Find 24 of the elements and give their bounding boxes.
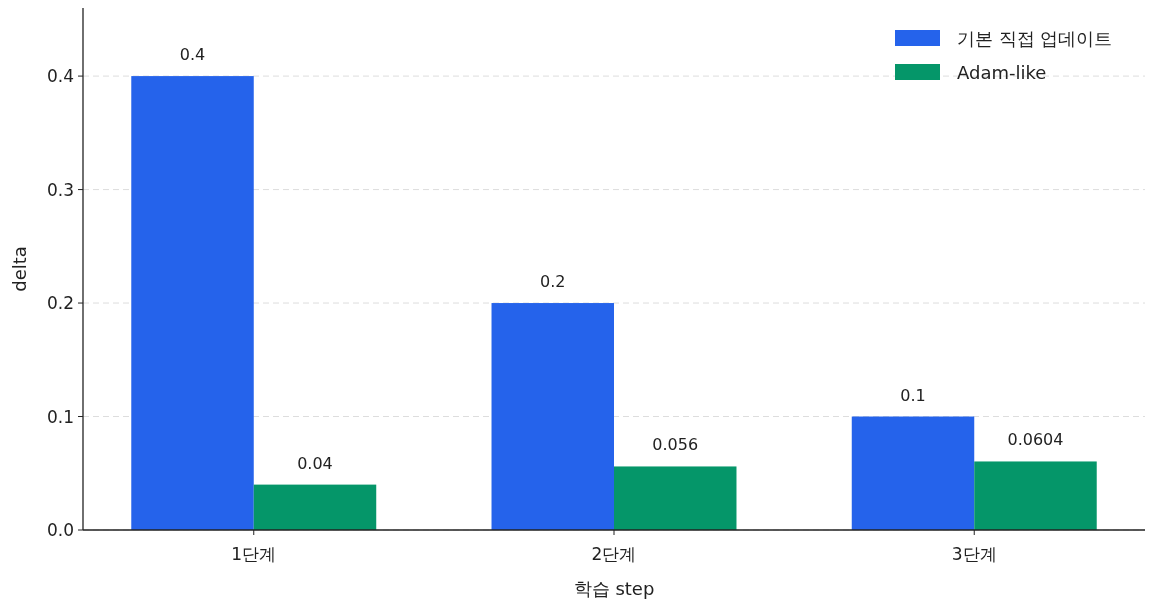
data-label: 0.2 <box>540 272 566 292</box>
bar <box>131 76 254 530</box>
bar <box>851 416 975 530</box>
y-tick-label: 0.4 <box>46 66 74 87</box>
x-tick-label: 3단계 <box>951 544 997 564</box>
x-tick-label: 1단계 <box>231 544 277 564</box>
bar <box>491 303 614 530</box>
legend-label: 기본 직접 업데이트 <box>957 28 1113 49</box>
bar <box>974 461 1097 530</box>
y-tick-label: 0.1 <box>46 406 74 427</box>
data-label: 0.0604 <box>1007 430 1064 450</box>
data-label: 0.4 <box>179 45 206 65</box>
data-label: 0.056 <box>652 435 699 455</box>
y-axis-title: delta <box>9 246 30 292</box>
bar <box>253 484 377 530</box>
y-tick-label: 0.0 <box>46 520 74 540</box>
x-axis-title: 학습 step <box>573 578 655 599</box>
legend-label: Adam-like <box>957 62 1047 83</box>
data-label: 0.04 <box>297 453 333 473</box>
data-label: 0.1 <box>900 385 926 405</box>
y-tick-label: 0.3 <box>46 179 74 200</box>
x-tick-label: 2단계 <box>591 544 637 564</box>
y-tick-label: 0.2 <box>46 293 74 314</box>
bar <box>614 466 737 530</box>
